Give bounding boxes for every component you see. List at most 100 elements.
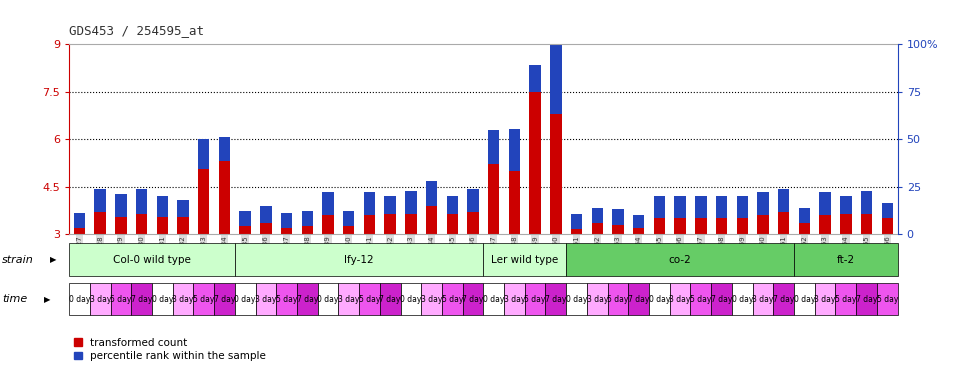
Text: 0 day: 0 day	[318, 295, 339, 303]
Bar	[426, 206, 437, 234]
Bar	[323, 215, 334, 234]
Bar	[695, 219, 707, 234]
Text: 3 day: 3 day	[89, 295, 110, 303]
Bar	[281, 213, 292, 228]
Bar	[235, 243, 484, 276]
Bar	[794, 243, 898, 276]
Text: 0 day: 0 day	[732, 295, 753, 303]
Bar	[525, 283, 545, 315]
Bar	[90, 283, 110, 315]
Bar	[400, 283, 421, 315]
Bar	[566, 243, 794, 276]
Bar	[840, 197, 852, 214]
Text: 0 day: 0 day	[234, 295, 256, 303]
Bar	[612, 209, 624, 225]
Bar	[820, 215, 830, 234]
Bar	[876, 283, 898, 315]
Text: 3 day: 3 day	[753, 295, 774, 303]
Text: 3 day: 3 day	[669, 295, 691, 303]
Bar	[442, 283, 463, 315]
Bar	[219, 161, 230, 234]
Bar	[156, 217, 168, 234]
Text: 7 day: 7 day	[545, 295, 566, 303]
Text: strain: strain	[2, 255, 34, 265]
Bar	[364, 193, 375, 215]
Bar	[571, 214, 583, 229]
Bar	[260, 223, 272, 234]
Bar	[587, 283, 608, 315]
Bar	[446, 197, 458, 214]
Text: 5 day: 5 day	[876, 295, 898, 303]
Text: 5 day: 5 day	[524, 295, 546, 303]
Bar	[608, 283, 629, 315]
Text: 3 day: 3 day	[587, 295, 608, 303]
Bar	[571, 229, 583, 234]
Bar	[69, 283, 90, 315]
Bar	[468, 212, 479, 234]
Bar	[530, 92, 540, 234]
Bar	[338, 283, 359, 315]
Bar	[545, 283, 566, 315]
Text: 0 day: 0 day	[794, 295, 815, 303]
Bar	[670, 283, 690, 315]
Bar	[799, 223, 810, 234]
Bar	[654, 219, 665, 234]
Bar	[690, 283, 711, 315]
Bar	[716, 195, 728, 219]
Text: 7 day: 7 day	[628, 295, 649, 303]
Text: 7 day: 7 day	[856, 295, 877, 303]
Bar	[633, 228, 644, 234]
Text: 7 day: 7 day	[773, 295, 794, 303]
Bar	[94, 212, 106, 234]
Bar	[343, 226, 354, 234]
Bar	[861, 191, 873, 214]
Bar	[757, 215, 769, 234]
Text: 3 day: 3 day	[173, 295, 194, 303]
Bar	[69, 243, 235, 276]
Bar	[343, 211, 354, 226]
Text: Ler wild type: Ler wild type	[492, 255, 559, 265]
Bar	[504, 283, 525, 315]
Text: 0 day: 0 day	[152, 295, 173, 303]
Text: 3 day: 3 day	[338, 295, 359, 303]
Bar	[301, 226, 313, 234]
Bar	[239, 211, 251, 226]
Text: 5 day: 5 day	[835, 295, 856, 303]
Text: 0 day: 0 day	[483, 295, 504, 303]
Bar	[178, 217, 189, 234]
Text: 5 day: 5 day	[442, 295, 463, 303]
Bar	[716, 219, 728, 234]
Legend: transformed count, percentile rank within the sample: transformed count, percentile rank withi…	[74, 338, 266, 361]
Bar	[468, 189, 479, 212]
Bar	[132, 283, 152, 315]
Bar	[778, 212, 789, 234]
Text: 7 day: 7 day	[131, 295, 153, 303]
Bar	[753, 283, 774, 315]
Bar	[276, 283, 297, 315]
Bar	[591, 223, 603, 234]
Bar	[421, 283, 442, 315]
Bar	[115, 217, 127, 234]
Bar	[115, 194, 127, 217]
Bar	[301, 211, 313, 226]
Bar	[193, 283, 214, 315]
Bar	[840, 214, 852, 234]
Bar	[591, 208, 603, 223]
Bar	[136, 214, 147, 234]
Text: ▶: ▶	[50, 255, 57, 264]
Bar	[488, 130, 499, 164]
Bar	[566, 283, 587, 315]
Text: 3 day: 3 day	[814, 295, 836, 303]
Bar	[881, 203, 893, 219]
Bar	[856, 283, 876, 315]
Text: 7 day: 7 day	[297, 295, 318, 303]
Bar	[675, 219, 685, 234]
Bar	[881, 219, 893, 234]
Bar	[711, 283, 732, 315]
Bar	[198, 169, 209, 234]
Bar	[74, 228, 85, 234]
Bar	[178, 200, 189, 217]
Text: 7 day: 7 day	[214, 295, 235, 303]
Bar	[675, 195, 685, 219]
Text: 5 day: 5 day	[276, 295, 298, 303]
